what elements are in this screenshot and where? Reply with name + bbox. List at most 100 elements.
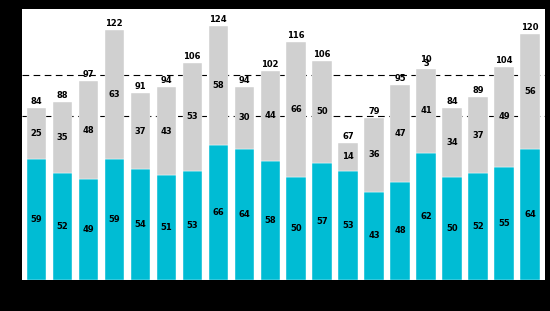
Bar bbox=[520, 149, 540, 280]
Bar bbox=[494, 67, 514, 167]
Text: 53: 53 bbox=[186, 113, 198, 121]
Text: 58: 58 bbox=[212, 81, 224, 90]
Bar bbox=[26, 159, 46, 280]
Text: 3: 3 bbox=[424, 59, 429, 68]
Text: 55: 55 bbox=[498, 219, 510, 228]
Text: 50: 50 bbox=[290, 224, 302, 233]
Text: 64: 64 bbox=[524, 210, 536, 219]
Bar bbox=[79, 179, 98, 280]
Bar bbox=[104, 30, 124, 159]
Text: 122: 122 bbox=[106, 19, 123, 28]
Bar bbox=[208, 26, 228, 145]
Text: 48: 48 bbox=[82, 126, 94, 135]
Text: 59: 59 bbox=[108, 215, 120, 224]
Text: 67: 67 bbox=[343, 132, 354, 141]
Text: 52: 52 bbox=[57, 222, 68, 231]
Text: 106: 106 bbox=[184, 52, 201, 61]
Bar bbox=[287, 42, 306, 177]
Text: 106: 106 bbox=[314, 49, 331, 58]
Text: 124: 124 bbox=[210, 15, 227, 24]
Text: 66: 66 bbox=[290, 105, 302, 114]
Text: 43: 43 bbox=[161, 127, 172, 136]
Bar bbox=[157, 175, 176, 280]
Bar bbox=[312, 163, 332, 280]
Text: 10: 10 bbox=[420, 55, 432, 64]
Text: 94: 94 bbox=[161, 76, 172, 85]
Text: 44: 44 bbox=[265, 111, 276, 120]
Text: 49: 49 bbox=[498, 113, 510, 121]
Text: 53: 53 bbox=[186, 221, 198, 230]
Bar bbox=[157, 87, 176, 175]
Text: 59: 59 bbox=[30, 215, 42, 224]
Bar bbox=[442, 108, 462, 177]
Bar bbox=[53, 173, 72, 280]
Text: 47: 47 bbox=[394, 129, 406, 138]
Text: 37: 37 bbox=[135, 127, 146, 136]
Text: 104: 104 bbox=[496, 56, 513, 65]
Text: 79: 79 bbox=[368, 107, 380, 116]
Bar bbox=[469, 97, 488, 173]
Bar bbox=[520, 34, 540, 149]
Text: 64: 64 bbox=[238, 210, 250, 219]
Bar bbox=[416, 69, 436, 153]
Text: 84: 84 bbox=[30, 97, 42, 106]
Bar bbox=[390, 85, 410, 182]
Text: 95: 95 bbox=[394, 74, 406, 83]
Text: 51: 51 bbox=[161, 223, 172, 232]
Text: 57: 57 bbox=[316, 217, 328, 226]
Text: 41: 41 bbox=[420, 106, 432, 115]
Bar bbox=[365, 118, 384, 192]
Bar bbox=[183, 171, 202, 280]
Bar bbox=[26, 108, 46, 159]
Text: 97: 97 bbox=[82, 70, 94, 79]
Bar bbox=[469, 173, 488, 280]
Bar bbox=[365, 192, 384, 280]
Text: 58: 58 bbox=[265, 216, 276, 225]
Text: 43: 43 bbox=[368, 231, 380, 240]
Bar bbox=[79, 81, 98, 179]
Text: 14: 14 bbox=[342, 152, 354, 161]
Text: 48: 48 bbox=[394, 226, 406, 235]
Bar bbox=[287, 177, 306, 280]
Bar bbox=[494, 167, 514, 280]
Text: 37: 37 bbox=[472, 131, 484, 140]
Text: 50: 50 bbox=[447, 224, 458, 233]
Bar bbox=[130, 169, 150, 280]
Bar bbox=[104, 159, 124, 280]
Bar bbox=[208, 145, 228, 280]
Bar bbox=[442, 177, 462, 280]
Text: 94: 94 bbox=[239, 76, 250, 85]
Bar bbox=[390, 182, 410, 280]
Text: 50: 50 bbox=[316, 107, 328, 116]
Text: 89: 89 bbox=[472, 86, 484, 95]
Text: 34: 34 bbox=[447, 138, 458, 147]
Text: 25: 25 bbox=[30, 129, 42, 138]
Text: 116: 116 bbox=[288, 31, 305, 40]
Text: 30: 30 bbox=[239, 114, 250, 123]
Text: 91: 91 bbox=[134, 82, 146, 91]
Bar bbox=[312, 61, 332, 163]
Bar bbox=[338, 171, 358, 280]
Text: 62: 62 bbox=[420, 212, 432, 221]
Text: 120: 120 bbox=[521, 23, 539, 32]
Text: 66: 66 bbox=[212, 208, 224, 217]
Text: 54: 54 bbox=[134, 220, 146, 229]
Bar bbox=[338, 142, 358, 171]
Bar bbox=[130, 93, 150, 169]
Text: 49: 49 bbox=[82, 225, 94, 234]
Bar bbox=[183, 63, 202, 171]
Text: 36: 36 bbox=[368, 150, 380, 159]
Bar bbox=[416, 153, 436, 280]
Bar bbox=[53, 102, 72, 173]
Text: 35: 35 bbox=[57, 133, 68, 142]
Bar bbox=[261, 71, 280, 161]
Text: 63: 63 bbox=[108, 90, 120, 99]
Bar bbox=[261, 161, 280, 280]
Text: 56: 56 bbox=[524, 87, 536, 96]
Text: 88: 88 bbox=[57, 91, 68, 100]
Bar bbox=[234, 87, 254, 149]
Text: 53: 53 bbox=[343, 221, 354, 230]
Bar bbox=[234, 149, 254, 280]
Text: 84: 84 bbox=[447, 97, 458, 106]
Text: 102: 102 bbox=[261, 60, 279, 69]
